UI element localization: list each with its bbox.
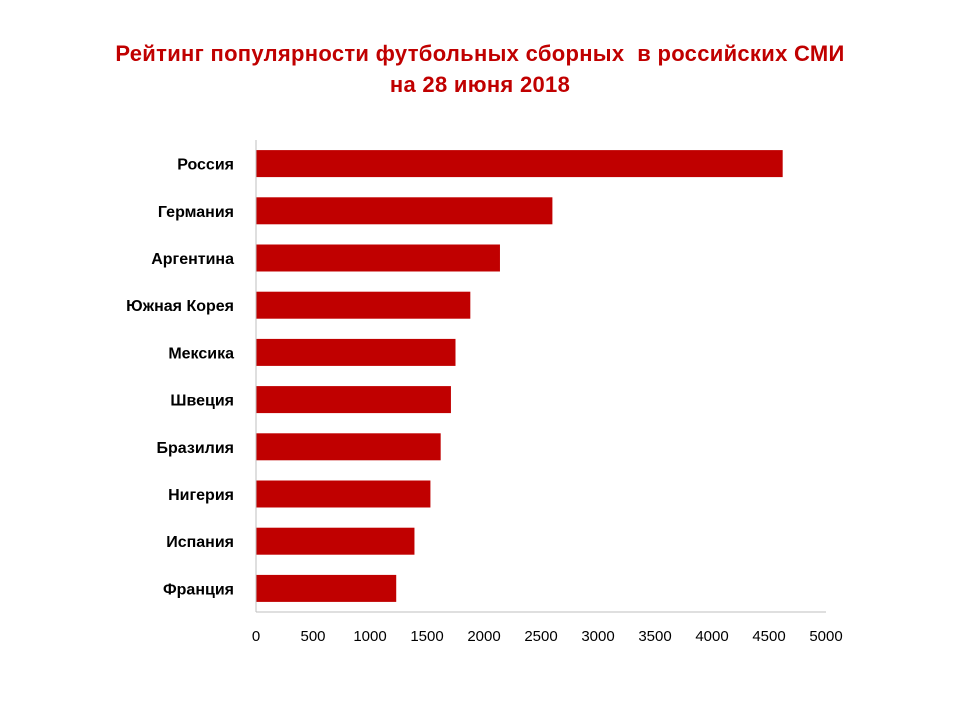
- chart-title-line-1: Рейтинг популярности футбольных сборных …: [115, 41, 845, 66]
- bar: [256, 338, 456, 366]
- x-tick-labels: 0 500 1000 1500 2000 2500 3000 3500 4000 4500 5000: [252, 628, 843, 645]
- x-tick-label: 3000: [581, 628, 614, 645]
- category-label: Мексика: [168, 345, 234, 362]
- category-label: Бразилия: [157, 440, 235, 457]
- category-label: Германия: [158, 204, 234, 221]
- bar: [256, 244, 500, 272]
- bar: [256, 291, 471, 319]
- bar: [256, 527, 415, 555]
- category-label: Аргентина: [151, 251, 234, 268]
- category-label: Испания: [166, 534, 234, 551]
- x-tick-label: 5000: [809, 628, 842, 645]
- x-tick-label: 3500: [638, 628, 671, 645]
- bar: [256, 480, 431, 508]
- x-tick-label: 0: [252, 628, 260, 645]
- category-labels: Россия Германия Аргентина Южная Корея Мексик…: [126, 157, 234, 599]
- bar: [256, 574, 397, 602]
- category-label: Франция: [163, 581, 234, 598]
- category-label: Россия: [177, 157, 234, 174]
- x-tick-label: 2000: [467, 628, 500, 645]
- bar: [256, 197, 553, 225]
- bar: [256, 433, 441, 461]
- x-tick-label: 500: [300, 628, 325, 645]
- chart-title: Рейтинг популярности футбольных сборных …: [0, 38, 960, 100]
- category-label: Швеция: [170, 393, 234, 410]
- x-tick-label: 1000: [353, 628, 386, 645]
- chart-title-line-2: на 28 июня 2018: [389, 72, 571, 97]
- x-tick-label: 4500: [752, 628, 785, 645]
- bar: [256, 150, 783, 178]
- x-tick-label: 2500: [524, 628, 557, 645]
- category-label: Нигерия: [168, 487, 234, 504]
- bar: [256, 386, 451, 414]
- bars-group: [256, 150, 783, 602]
- x-tick-label: 4000: [695, 628, 728, 645]
- x-tick-label: 1500: [410, 628, 443, 645]
- category-label: Южная Корея: [126, 298, 234, 315]
